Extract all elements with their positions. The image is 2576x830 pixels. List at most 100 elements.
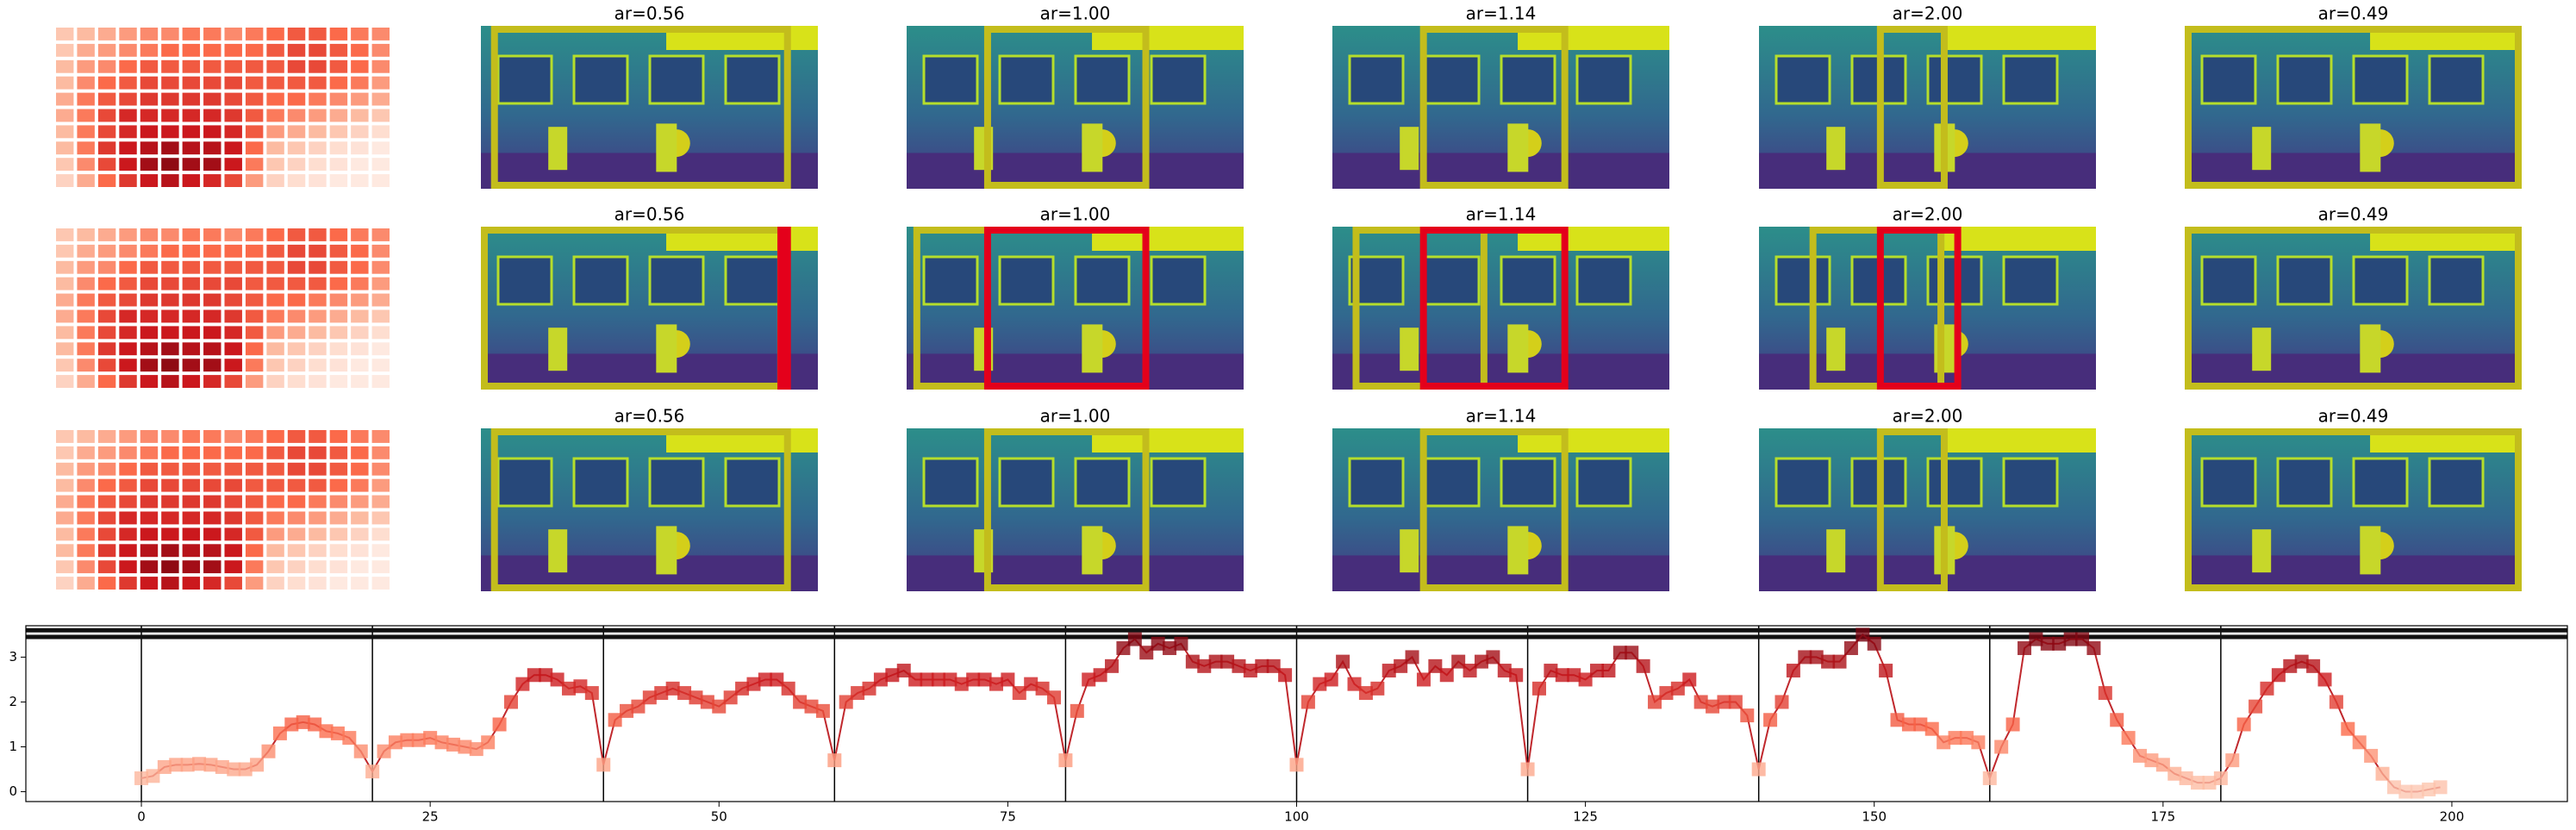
heatmap-cell [56, 109, 74, 122]
heatmap-cell [203, 577, 221, 590]
heatmap-cell [203, 43, 221, 57]
photo-person [548, 328, 568, 371]
heatmap-cell [309, 342, 327, 356]
heatmap-cell [97, 277, 116, 290]
heatmap-cell [119, 174, 137, 187]
point-marker [1105, 658, 1120, 673]
heatmap-cell [224, 158, 242, 172]
point-marker [492, 717, 507, 732]
heatmap-cell [329, 511, 348, 525]
heatmap-cell [309, 495, 327, 509]
point-marker [1012, 686, 1026, 701]
heatmap-cell [140, 141, 159, 155]
heatmap-cell [287, 260, 306, 274]
heatmap-cell [266, 28, 284, 41]
heatmap-cell [287, 326, 306, 340]
heatmap-cell [119, 560, 137, 574]
heatmap-cell [287, 430, 306, 443]
photo-person [1082, 526, 1103, 575]
heatmap-cell [182, 495, 201, 509]
heatmap-cell [351, 260, 369, 274]
point-marker [2398, 784, 2413, 799]
heatmap-cell [309, 76, 327, 90]
point-marker [411, 733, 426, 747]
point-marker [1843, 641, 1858, 656]
heatmap-cell [266, 109, 284, 122]
photo-window [922, 54, 979, 105]
heatmap-cell [329, 92, 348, 106]
photo-window [724, 457, 781, 508]
heatmap-cell [266, 158, 284, 172]
photo-person [2360, 526, 2381, 575]
point-marker [712, 699, 727, 714]
heatmap-cell [371, 28, 390, 41]
point-marker [2155, 758, 2170, 772]
point-marker [1324, 672, 1338, 687]
heatmap-cell [182, 92, 201, 106]
point-marker [596, 758, 611, 772]
photo-person [1400, 127, 1419, 171]
heatmap-cell [224, 43, 242, 57]
point-marker [1648, 695, 1662, 709]
heatmap-cell [161, 527, 179, 541]
photo-person [1400, 328, 1419, 371]
heatmap-cell [77, 495, 95, 509]
heatmap-cell [329, 28, 348, 41]
photo-window [496, 54, 553, 105]
heatmap-cell [140, 511, 159, 525]
heatmap-cell [287, 76, 306, 90]
photo-window [2200, 457, 2257, 508]
heatmap-cell [371, 326, 390, 340]
heatmap-cell [56, 260, 74, 274]
heatmap-cell [287, 174, 306, 187]
heatmap-cell [140, 92, 159, 106]
point-marker [689, 690, 703, 705]
point-marker [896, 664, 911, 678]
heatmap-cell [329, 174, 348, 187]
heatmap-cell [182, 375, 201, 388]
heatmap-cell [56, 309, 74, 323]
photo-window [648, 255, 705, 306]
heatmap-cell [140, 260, 159, 274]
heatmap-cell [182, 228, 201, 241]
point-marker [1913, 717, 1928, 732]
point-marker [1867, 636, 1881, 651]
heatmap-cell [287, 478, 306, 492]
y-tick-label: 2 [9, 694, 17, 709]
panel-title: ar=0.56 [614, 204, 685, 225]
point-marker [827, 753, 842, 768]
point-marker [851, 686, 865, 701]
heatmap-cell [56, 511, 74, 525]
point-marker [1208, 654, 1223, 669]
point-marker [1163, 641, 1177, 656]
point-marker [2236, 717, 2251, 732]
point-marker [1439, 668, 1454, 683]
heatmap-cell [56, 359, 74, 372]
point-marker [272, 726, 287, 740]
heatmap-cell [119, 527, 137, 541]
point-marker [1243, 664, 1257, 678]
point-marker [1890, 713, 1905, 727]
heatmap-cell [224, 326, 242, 340]
heatmap-cell [119, 277, 137, 290]
photo-person [1400, 529, 1419, 573]
point-marker [515, 677, 530, 691]
heatmap-cell [224, 511, 242, 525]
heatmap-cell [140, 293, 159, 307]
photo-window [998, 457, 1055, 508]
heatmap-cell [309, 462, 327, 476]
heatmap-cell [309, 92, 327, 106]
heatmap-cell [161, 158, 179, 172]
point-marker [203, 758, 218, 772]
heatmap-cell [266, 309, 284, 323]
heatmap-cell [182, 260, 201, 274]
heatmap-cell [266, 342, 284, 356]
point-marker [1693, 695, 1708, 709]
photo-window [1926, 54, 1983, 105]
heatmap-cell [351, 43, 369, 57]
heatmap-cell [266, 326, 284, 340]
heatmap-cell [371, 560, 390, 574]
x-tick-label: 200 [2440, 809, 2465, 825]
heatmap-cell [245, 478, 264, 492]
heatmap-cell [56, 59, 74, 73]
